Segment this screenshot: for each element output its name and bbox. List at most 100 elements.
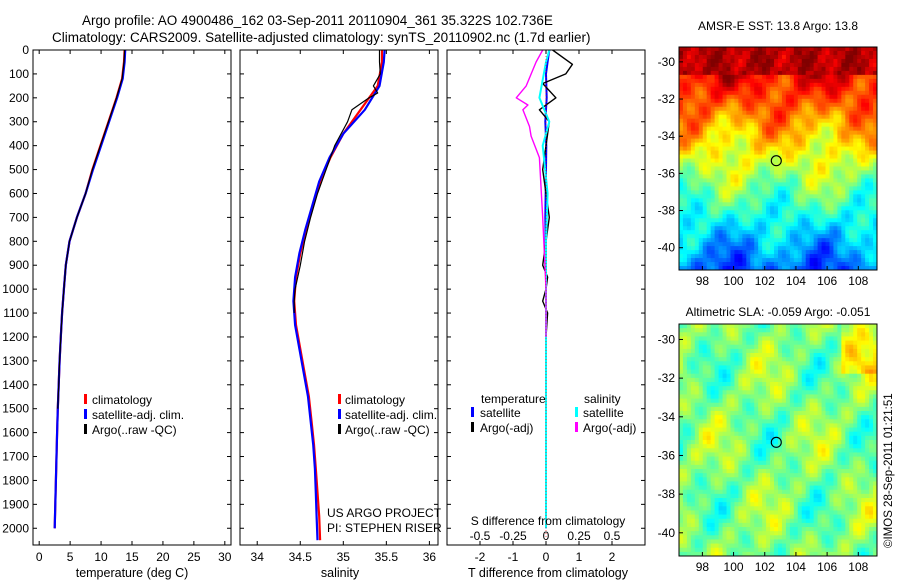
map-cell <box>698 452 704 458</box>
map-cell <box>825 102 830 108</box>
map-cell <box>758 258 763 263</box>
map-cell <box>750 262 755 267</box>
map-cell <box>805 106 811 112</box>
map-cell <box>809 551 815 556</box>
map-cell <box>714 415 720 420</box>
map-cell <box>785 230 791 235</box>
map-cell <box>766 90 771 96</box>
map-cell <box>698 126 704 132</box>
map-cell <box>726 66 731 72</box>
map-cell <box>714 66 720 72</box>
map-cell <box>861 47 866 52</box>
map-cell <box>754 435 759 441</box>
map-cell <box>718 423 724 429</box>
map-cell <box>797 522 803 528</box>
map-cell <box>706 543 712 549</box>
map-cell <box>793 427 799 433</box>
map-cell <box>789 242 795 247</box>
map-cell <box>789 535 795 540</box>
map-cell <box>742 382 747 387</box>
map-cell <box>817 230 823 235</box>
map-cell <box>861 238 866 243</box>
map-cell <box>801 365 807 371</box>
map-cell <box>825 62 830 68</box>
map-cell <box>710 328 716 333</box>
map-cell <box>762 423 767 429</box>
map-cell <box>774 518 779 524</box>
map-cell <box>690 126 696 132</box>
map-cell <box>750 473 755 478</box>
map-cell <box>849 58 854 64</box>
map-cell <box>785 373 791 379</box>
map-cell <box>833 110 838 116</box>
map-cell <box>793 186 799 191</box>
map-cell <box>774 94 779 100</box>
map-cell <box>698 419 704 424</box>
map-cell <box>730 242 735 247</box>
map-cell <box>762 170 767 175</box>
map-cell <box>686 435 692 441</box>
map-cell <box>690 178 696 183</box>
map-cell <box>833 246 838 251</box>
map-cell <box>781 336 787 342</box>
map-cell <box>754 493 759 499</box>
map-cell <box>682 535 688 540</box>
map-cell <box>682 190 688 195</box>
map-cell <box>722 78 728 84</box>
map-cell <box>785 174 791 179</box>
map-cell <box>726 373 731 379</box>
map-cell <box>706 348 712 354</box>
map-cell <box>750 419 755 424</box>
map-cell <box>679 498 684 503</box>
map-cell <box>702 361 708 366</box>
map-cell <box>758 158 763 163</box>
map-cell <box>690 365 696 371</box>
map-cell <box>829 166 834 171</box>
map-cell <box>702 138 708 144</box>
map-cell <box>865 114 870 120</box>
map-cell <box>718 138 724 144</box>
legend-swatch-satellite <box>338 409 341 419</box>
map-cell <box>801 485 807 491</box>
map-cell <box>853 262 858 267</box>
map-cell <box>679 134 684 140</box>
map-cell <box>821 162 827 167</box>
map-cell <box>841 47 846 52</box>
map-cell <box>785 531 791 536</box>
map-cell <box>801 452 807 458</box>
map-cell <box>682 477 688 482</box>
map-cell <box>734 332 739 337</box>
map-cell <box>825 234 830 239</box>
map-cell <box>873 206 877 211</box>
map-cell <box>710 82 716 88</box>
map-cell <box>706 547 712 553</box>
map-cell <box>873 154 877 159</box>
map-cell <box>857 206 862 211</box>
map-cell <box>837 230 842 235</box>
map-cell <box>797 62 803 68</box>
map-cell <box>679 142 684 148</box>
map-cell <box>686 182 692 187</box>
map-cell <box>865 90 870 96</box>
map-cell <box>785 324 791 329</box>
map-cell <box>734 547 739 553</box>
map-cell <box>698 230 704 235</box>
map-cell <box>785 506 791 511</box>
map-cell <box>702 522 708 528</box>
map-cell <box>778 539 783 545</box>
map-cell <box>679 114 684 120</box>
map-cell <box>817 210 823 215</box>
map-cell <box>873 262 877 267</box>
map-cell <box>750 444 755 449</box>
map-cell <box>801 82 807 88</box>
map-cell <box>754 190 759 195</box>
map-cell <box>682 357 688 362</box>
map-cell <box>774 498 779 503</box>
map-cell <box>706 456 712 462</box>
map-cell <box>742 547 747 553</box>
map-cell <box>726 464 731 470</box>
map-cell <box>797 365 803 371</box>
map-cell <box>694 357 700 362</box>
map-cell <box>758 146 763 152</box>
